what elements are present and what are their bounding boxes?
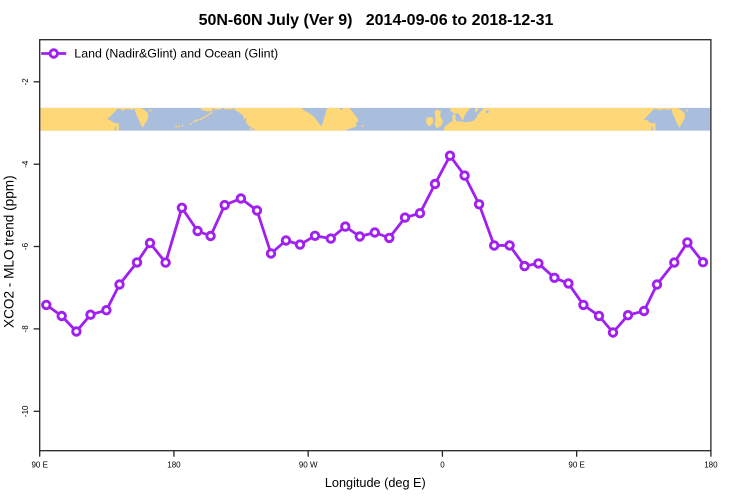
svg-text:90 E: 90 E	[568, 461, 584, 470]
svg-text:XCO2 - MLO trend (ppm): XCO2 - MLO trend (ppm)	[2, 175, 17, 328]
svg-text:-2: -2	[21, 78, 30, 86]
svg-text:Land (Nadir&Glint) and Ocean (: Land (Nadir&Glint) and Ocean (Glint)	[74, 46, 278, 60]
svg-text:180: 180	[167, 461, 181, 470]
svg-text:-8: -8	[21, 325, 30, 333]
svg-text:90 W: 90 W	[299, 461, 318, 470]
svg-text:Longitude (deg E): Longitude (deg E)	[325, 476, 426, 490]
svg-text:90 E: 90 E	[31, 461, 47, 470]
svg-text:-6: -6	[21, 242, 30, 250]
svg-text:-10: -10	[21, 405, 30, 417]
svg-text:-4: -4	[21, 160, 30, 168]
svg-text:50N-60N July (Ver 9) 2014-09: 50N-60N July (Ver 9) 2014-09-06 to 2018-…	[199, 12, 554, 29]
svg-text:0: 0	[440, 461, 445, 470]
svg-text:180: 180	[704, 461, 718, 470]
